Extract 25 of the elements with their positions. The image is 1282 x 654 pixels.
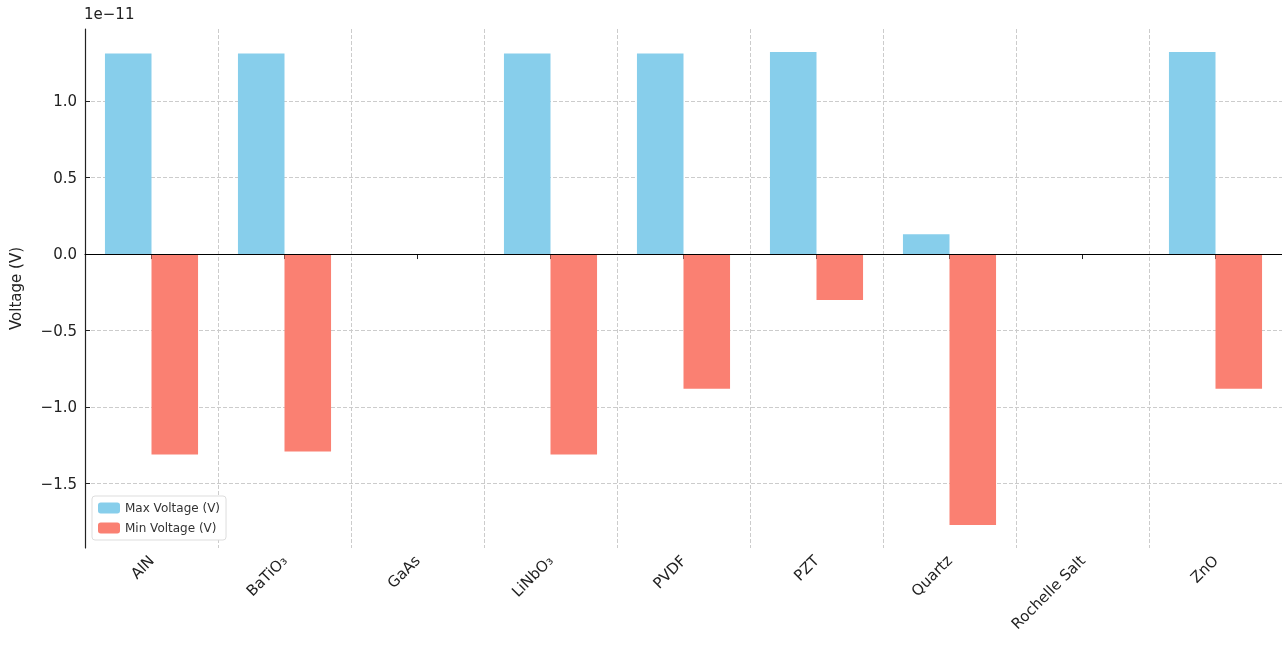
bar [683, 254, 731, 389]
bar [636, 53, 684, 255]
y-axis-title: Voltage (V) [6, 247, 25, 330]
bar [769, 51, 817, 255]
y-tick-label: −1.0 [40, 398, 77, 417]
y-tick-label: −1.5 [40, 474, 77, 493]
bar [816, 254, 864, 300]
bar [902, 234, 950, 255]
bar [1215, 254, 1263, 389]
bar [151, 254, 199, 455]
y-tick-label: 0.5 [53, 168, 77, 187]
bar [949, 254, 997, 526]
bar [1168, 51, 1216, 255]
bar [284, 254, 332, 452]
x-tick-label: AlN [127, 551, 158, 583]
y-tick-label: −0.5 [40, 321, 77, 340]
bar [237, 53, 285, 255]
y-tick-label: 1.0 [53, 91, 77, 110]
legend-label: Max Voltage (V) [125, 501, 221, 515]
legend-label: Min Voltage (V) [125, 521, 217, 535]
y-tick-label: 0.0 [53, 245, 77, 264]
text: 1e−11 [84, 4, 135, 23]
bar [550, 254, 598, 455]
bar [104, 53, 152, 255]
bar [503, 53, 551, 255]
